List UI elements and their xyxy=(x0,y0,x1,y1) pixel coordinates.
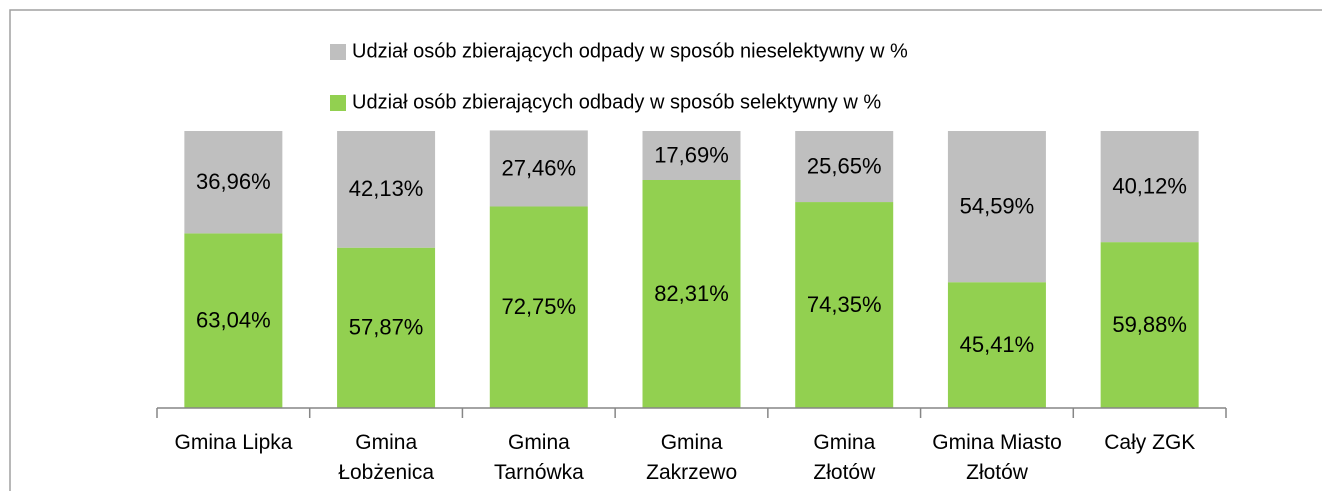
legend-swatch xyxy=(330,44,346,60)
data-label: 27,46% xyxy=(501,156,576,181)
data-label: 54,59% xyxy=(960,193,1035,218)
legend-label: Udział osób zbierających odpady w sposób… xyxy=(352,40,908,62)
legend-swatch xyxy=(330,95,346,111)
bar-segment xyxy=(1100,131,1199,243)
bar-segment xyxy=(489,130,588,207)
bar-segment xyxy=(947,131,1046,283)
data-label: 63,04% xyxy=(196,308,271,333)
data-label: 42,13% xyxy=(349,176,424,201)
x-tick-label: Gmina Łobżenica xyxy=(338,431,435,484)
bar-segment xyxy=(337,131,436,248)
data-label: 25,65% xyxy=(807,153,882,178)
bar-segment xyxy=(947,282,1046,408)
data-label: 74,35% xyxy=(807,292,882,317)
bar-segment xyxy=(184,233,283,408)
bar-segment xyxy=(1100,242,1199,408)
bar-segment xyxy=(184,131,283,234)
x-tick-label: Gmina Złotów xyxy=(813,431,876,484)
data-label: 17,69% xyxy=(654,142,729,167)
bar-segment xyxy=(642,131,741,181)
data-label: 36,96% xyxy=(196,169,271,194)
legend-label: Udział osób zbierających odbady w sposób… xyxy=(352,91,881,113)
frame xyxy=(9,9,1322,491)
x-tick-label: Gmina Zakrzewo xyxy=(646,431,738,484)
data-label: 82,31% xyxy=(654,281,729,306)
bar-segment xyxy=(795,131,894,203)
x-tick-label: Gmina Miasto Złotów xyxy=(932,431,1062,484)
data-label: 40,12% xyxy=(1112,173,1187,198)
data-label: 45,41% xyxy=(960,332,1035,357)
x-tick-label: Cały ZGK xyxy=(1104,431,1196,454)
bar-segment xyxy=(795,202,894,408)
bar-segment xyxy=(489,206,588,408)
bar-segment xyxy=(337,247,436,408)
bar-segment xyxy=(642,180,741,408)
x-tick-label: Gmina Lipka xyxy=(174,431,293,454)
data-label: 59,88% xyxy=(1112,312,1187,337)
x-tick-label: Gmina Tarnówka xyxy=(493,431,584,484)
data-label: 72,75% xyxy=(501,294,576,319)
data-label: 57,87% xyxy=(349,315,424,340)
